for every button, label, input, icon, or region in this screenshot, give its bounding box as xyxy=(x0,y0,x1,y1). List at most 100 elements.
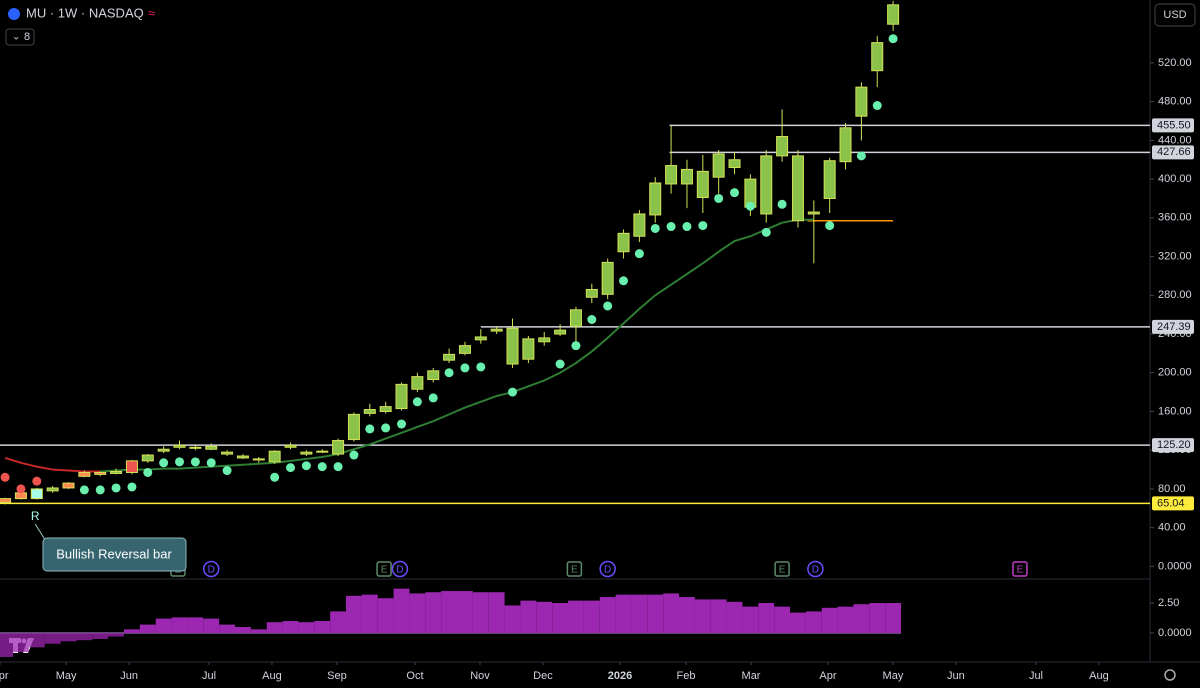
level-label: 65.04 xyxy=(1157,497,1185,509)
candle-body xyxy=(807,211,820,215)
histogram-bar xyxy=(821,607,838,633)
sar-dot xyxy=(175,457,185,467)
histogram-bar xyxy=(694,599,711,633)
candle-body xyxy=(665,165,678,185)
candle-body xyxy=(490,328,503,332)
histogram-bar xyxy=(187,617,204,633)
y-tick-label: 0.0000 xyxy=(1158,560,1192,572)
sar-dot xyxy=(0,472,10,482)
histogram-bar xyxy=(679,597,695,633)
candle-body xyxy=(332,440,345,455)
histogram-bar xyxy=(441,591,458,633)
candle-body xyxy=(141,454,154,462)
sar-dot xyxy=(222,466,232,476)
level-label-box xyxy=(1152,496,1194,511)
histogram-bar xyxy=(758,603,775,633)
histogram-bar xyxy=(425,592,442,633)
histogram-bar xyxy=(155,618,172,633)
candle-body xyxy=(585,288,598,298)
sar-dot xyxy=(730,188,740,198)
candle-body xyxy=(395,383,408,410)
histogram-bar xyxy=(92,632,109,639)
histogram-bar xyxy=(76,632,93,641)
histogram-bar xyxy=(235,626,251,633)
histogram-bar xyxy=(457,591,473,633)
level-label: 247.39 xyxy=(1157,321,1191,333)
histogram-bar xyxy=(472,592,489,633)
candle-body xyxy=(633,213,646,237)
settings-icon[interactable] xyxy=(1164,669,1176,681)
x-tick-label: Mar xyxy=(742,670,761,682)
candle-body xyxy=(474,336,487,341)
x-tick-label: Jun xyxy=(120,670,138,682)
level-label-box xyxy=(1152,145,1194,160)
symbol-title: MU · 1W · NASDAQ xyxy=(26,5,144,20)
sar-dot xyxy=(381,423,391,433)
histogram-bar xyxy=(790,612,806,633)
histogram-bar xyxy=(742,606,759,633)
moving-average xyxy=(100,218,814,473)
sar-dot xyxy=(460,363,470,373)
candle-body xyxy=(696,170,709,199)
candle-body xyxy=(62,482,75,489)
candle-body xyxy=(522,338,535,360)
sar-dot xyxy=(16,484,26,494)
sar-dot xyxy=(761,227,771,237)
x-tick-label: Aug xyxy=(1089,670,1109,682)
candle-body xyxy=(871,42,884,72)
candle-body xyxy=(712,153,725,178)
y2-tick-label: 2.50 xyxy=(1158,597,1179,609)
sar-dot xyxy=(333,462,343,472)
sar-dot xyxy=(270,472,280,482)
histogram-bar xyxy=(536,601,553,633)
event-label: D xyxy=(604,565,611,576)
event-marker xyxy=(391,560,409,578)
level-label: 125.20 xyxy=(1157,439,1191,451)
histogram-bar xyxy=(108,632,125,637)
sar-dot xyxy=(428,393,438,403)
sar-dot xyxy=(190,457,200,467)
sar-dot xyxy=(32,476,42,486)
x-tick-label: Oct xyxy=(406,670,423,682)
chevron: ⌄ xyxy=(12,32,20,43)
sar-dot xyxy=(888,34,898,44)
histogram-bar xyxy=(647,594,664,633)
histogram-bar xyxy=(409,593,426,633)
y-tick-label: 200.00 xyxy=(1158,367,1192,379)
histogram-bar xyxy=(631,594,648,633)
event-label: E xyxy=(1017,565,1024,576)
indicator-count: 8 xyxy=(24,31,30,43)
x-tick-label: Feb xyxy=(677,670,696,682)
y-tick-label: 40.00 xyxy=(1158,522,1186,534)
candle-body xyxy=(252,458,265,461)
sar-dot xyxy=(444,368,454,378)
histogram-bar xyxy=(726,601,743,633)
sar-dot xyxy=(682,222,692,232)
sar-dot xyxy=(349,450,359,460)
histogram-bar xyxy=(710,599,727,633)
candle-body xyxy=(284,444,297,448)
x-tick-label: Nov xyxy=(470,670,490,682)
event-label: D xyxy=(208,565,215,576)
x-tick-label: Sep xyxy=(327,670,347,682)
event-marker xyxy=(566,561,583,577)
sar-dot xyxy=(650,223,660,233)
candle-body xyxy=(316,450,329,453)
sar-dot xyxy=(397,419,407,429)
candle-body xyxy=(157,448,170,452)
sar-dot xyxy=(555,359,565,369)
sar-dot xyxy=(666,222,676,232)
candle-body xyxy=(189,446,202,449)
y-tick-label: 80.00 xyxy=(1158,483,1186,495)
currency-button[interactable] xyxy=(1154,3,1196,27)
indicator-toggle[interactable] xyxy=(5,28,35,46)
y-tick-label: 320.00 xyxy=(1158,250,1192,262)
y2-tick-label: 0.0000 xyxy=(1158,627,1192,639)
sar-dot xyxy=(365,424,375,434)
annotation-text: Bullish Reversal bar xyxy=(56,546,172,561)
event-marker xyxy=(1012,561,1028,577)
histogram-bar xyxy=(346,595,362,633)
histogram-bar xyxy=(583,600,600,633)
sar-dot xyxy=(111,483,121,493)
histogram-bar xyxy=(599,597,616,633)
